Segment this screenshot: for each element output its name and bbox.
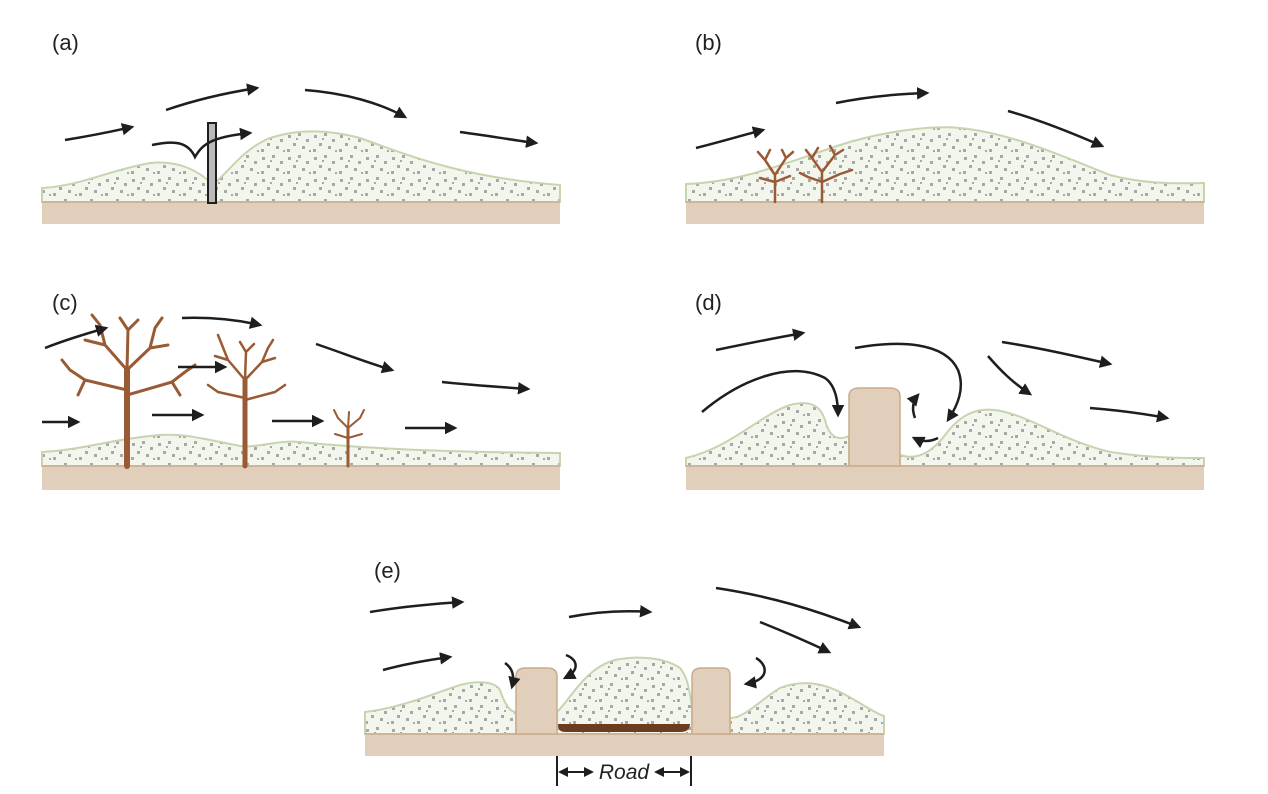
wind-arrows <box>42 316 531 435</box>
sand-drift-windward <box>685 402 850 467</box>
sand-drift <box>41 130 561 203</box>
wind-arrows <box>369 586 862 690</box>
road-berm-left <box>515 667 558 735</box>
shrubs <box>756 144 854 204</box>
wind-arrows <box>701 328 1170 449</box>
panel-d: (d) <box>685 290 1205 490</box>
wind-arrows <box>64 83 539 160</box>
ground <box>42 466 560 490</box>
barrier-wall <box>848 387 901 467</box>
panel-label-d: (d) <box>695 290 722 315</box>
panel-label-a: (a) <box>52 30 79 55</box>
sand-drift-windward <box>364 681 517 735</box>
sand-drift-leeward <box>899 408 1205 467</box>
ground <box>686 466 1204 490</box>
wind-arrows <box>695 87 1105 150</box>
panel-c: (c) <box>41 290 561 490</box>
fence-post <box>207 122 217 204</box>
trees <box>60 313 365 469</box>
panel-label-c: (c) <box>52 290 78 315</box>
road-berm-right <box>691 667 731 735</box>
sand-drift-leeward <box>729 682 885 735</box>
sand-drift <box>41 433 561 467</box>
ground <box>686 202 1204 224</box>
panel-a: (a) <box>41 30 561 224</box>
ground <box>365 734 884 756</box>
panel-label-b: (b) <box>695 30 722 55</box>
road-label: Road <box>599 761 651 784</box>
panel-label-e: (e) <box>374 558 401 583</box>
road-surface <box>558 724 690 732</box>
panel-b: (b) <box>685 30 1205 224</box>
road-dimension <box>556 756 692 786</box>
sand-drift <box>685 126 1205 203</box>
sand-drift-between <box>556 656 693 735</box>
panel-e: (e) Road <box>364 558 885 786</box>
ground <box>42 202 560 224</box>
